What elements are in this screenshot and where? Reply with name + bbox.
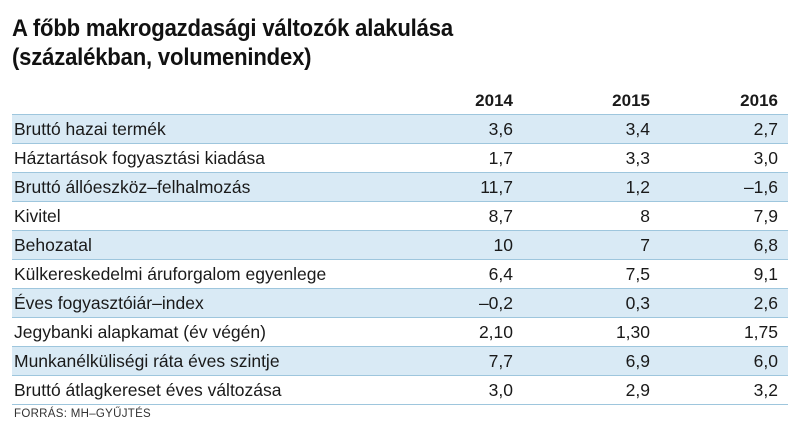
row-label: Jegybanki alapkamat (év végén) [14, 322, 266, 342]
cell-value-2015: 3,4 [625, 119, 650, 139]
table-header-row: 2014 2015 2016 [12, 87, 788, 115]
cell-value-2016: 3,0 [753, 148, 778, 168]
cell-value-2014: 8,7 [488, 206, 513, 226]
cell-value-2015: 0,3 [625, 293, 650, 313]
title-line-2: (százalékban, volumenindex) [12, 44, 312, 71]
table-row: Munkanélküliségi ráta éves szintje 7,7 6,9… [12, 347, 788, 376]
table-body: Bruttó hazai termék 3,6 3,4 2,7 Háztartások … [12, 115, 788, 405]
table-row: Éves fogyasztóiár–index –0,2 0,3 2,6 [12, 289, 788, 318]
cell-value-2015: 6,9 [625, 351, 650, 371]
cell-value-2016: 9,1 [753, 264, 778, 284]
title-line-1: A főbb makrogazdasági változók alakulása [12, 15, 453, 42]
cell-value-2014: 6,4 [488, 264, 513, 284]
cell-value-2016: 2,7 [753, 119, 778, 139]
cell-value-2016: 3,2 [753, 380, 778, 400]
table-row: Bruttó hazai termék 3,6 3,4 2,7 [12, 115, 788, 144]
cell-value-2015: 2,9 [625, 380, 650, 400]
table-row: Külkereskedelmi áruforgalom egyenlege 6,4… [12, 260, 788, 289]
cell-value-2014: –0,2 [478, 293, 513, 313]
column-header-2014: 2014 [475, 91, 513, 110]
cell-value-2014: 3,6 [488, 119, 513, 139]
cell-value-2014: 2,10 [478, 322, 513, 342]
cell-value-2016: 6,8 [753, 235, 778, 255]
cell-value-2015: 3,3 [625, 148, 650, 168]
data-table: 2014 2015 2016 Bruttó hazai termék 3,6 3,4… [12, 87, 788, 405]
cell-value-2016: 7,9 [753, 206, 778, 226]
cell-value-2014: 11,7 [480, 177, 513, 197]
table-row: Bruttó átlagkereset éves változása 3,0 2,9… [12, 376, 788, 405]
cell-value-2016: 1,75 [743, 322, 778, 342]
table-row: Jegybanki alapkamat (év végén) 2,10 1,30 1,… [12, 318, 788, 347]
cell-value-2015: 8 [640, 206, 650, 226]
cell-value-2016: 2,6 [753, 293, 778, 313]
row-label: Munkanélküliségi ráta éves szintje [14, 351, 280, 371]
cell-value-2015: 1,30 [615, 322, 650, 342]
cell-value-2015: 1,2 [625, 177, 650, 197]
cell-value-2014: 10 [493, 235, 513, 255]
table-row: Kivitel 8,7 8 7,9 [12, 202, 788, 231]
table-row: Behozatal 10 7 6,8 [12, 231, 788, 260]
cell-value-2014: 1,7 [488, 148, 513, 168]
row-label: Éves fogyasztóiár–index [14, 293, 204, 313]
table-row: Bruttó állóeszköz–felhalmozás 11,7 1,2 –1,6 [12, 173, 788, 202]
column-header-2015: 2015 [612, 91, 650, 110]
source-note: FORRÁS: MH–GYŰJTÉS [14, 408, 152, 420]
table-row: Háztartások fogyasztási kiadása 1,7 3,3 3,0 [12, 144, 788, 173]
cell-value-2014: 7,7 [488, 351, 513, 371]
cell-value-2015: 7 [640, 235, 650, 255]
row-label: Bruttó állóeszköz–felhalmozás [14, 177, 251, 197]
cell-value-2016: 6,0 [753, 351, 778, 371]
table-title: A főbb makrogazdasági változók alakulása… [12, 14, 730, 72]
row-label: Bruttó átlagkereset éves változása [14, 380, 282, 400]
row-label: Kivitel [14, 206, 61, 226]
row-label: Bruttó hazai termék [14, 119, 166, 139]
row-label: Külkereskedelmi áruforgalom egyenlege [14, 264, 327, 284]
cell-value-2016: –1,6 [743, 177, 778, 197]
row-label: Háztartások fogyasztási kiadása [14, 148, 265, 168]
row-label: Behozatal [14, 235, 92, 255]
cell-value-2014: 3,0 [488, 380, 513, 400]
column-header-2016: 2016 [740, 91, 778, 110]
cell-value-2015: 7,5 [625, 264, 650, 284]
